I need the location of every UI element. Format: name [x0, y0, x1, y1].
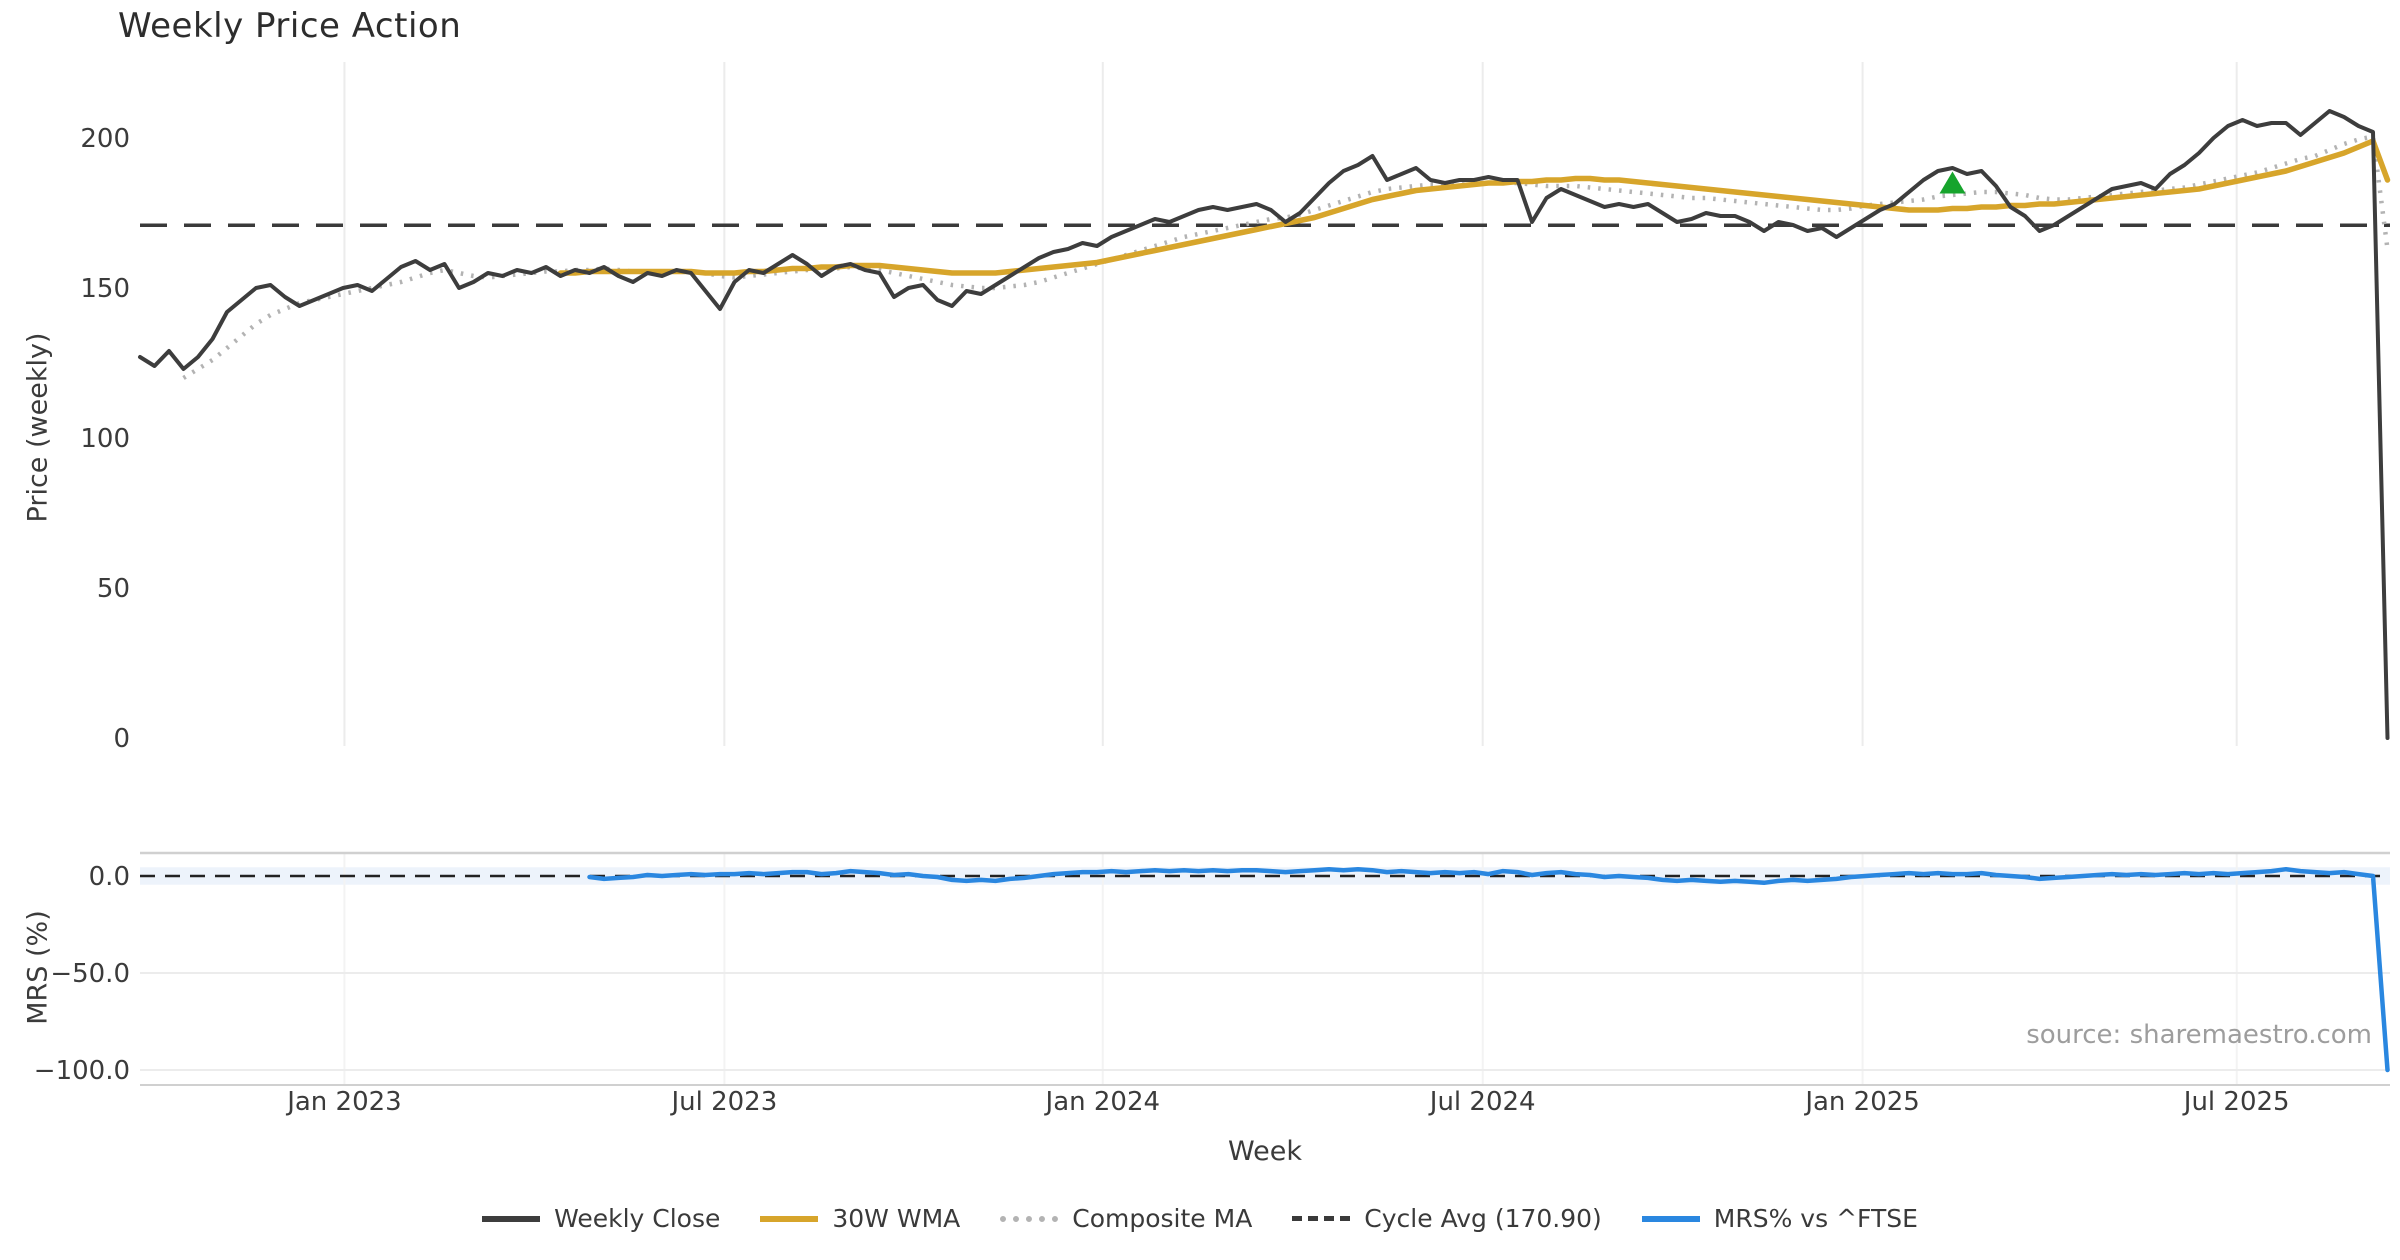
mrs-y-tick-label: 0.0: [89, 862, 130, 892]
legend-label: Composite MA: [1072, 1204, 1253, 1233]
main-y-axis-label: Price (weekly): [22, 332, 54, 523]
composite-ma-line: [182, 134, 2390, 380]
legend-item: Weekly Close: [482, 1204, 720, 1233]
legend-item: 30W WMA: [760, 1204, 960, 1233]
mrs-y-axis-label: MRS (%): [22, 910, 54, 1025]
mrs-line: [587, 866, 2390, 1073]
wma-line: [557, 138, 2391, 276]
legend: Weekly Close 30W WMA Composite MA Cycle Avg…: [0, 1204, 2400, 1233]
legend-label: MRS% vs ^FTSE: [1713, 1204, 1918, 1233]
legend-item: Cycle Avg (170.90): [1292, 1204, 1602, 1233]
source-note: source: sharemaestro.com: [2026, 1020, 2372, 1050]
main-y-tick-label: 150: [80, 274, 130, 304]
legend-swatch-solid-icon: [1641, 1215, 1700, 1222]
main-y-tick-label: 200: [80, 124, 130, 154]
mrs-y-tick-label: −50.0: [50, 959, 130, 989]
x-tick-label: Jan 2024: [1044, 1087, 1161, 1117]
legend-label: 30W WMA: [832, 1204, 961, 1233]
x-tick-label: Jul 2024: [1428, 1087, 1536, 1117]
x-tick-label: Jul 2025: [2182, 1087, 2290, 1117]
chart-title: Weekly Price Action: [118, 6, 462, 46]
x-tick-label: Jul 2023: [669, 1087, 777, 1117]
main-y-tick-label: 0: [113, 724, 130, 754]
legend-label: Weekly Close: [554, 1204, 721, 1233]
x-tick-label: Jan 2025: [1803, 1087, 1920, 1117]
main-y-tick-label: 100: [80, 424, 130, 454]
legend-item: Composite MA: [1000, 1204, 1252, 1233]
legend-swatch-dotted-icon: [1000, 1215, 1059, 1222]
x-tick-label: Jan 2023: [285, 1087, 402, 1117]
legend-swatch-solid-icon: [760, 1215, 819, 1222]
signal-triangle-icon: [1939, 171, 1966, 194]
legend-swatch-solid-icon: [482, 1215, 541, 1222]
legend-label: Cycle Avg (170.90): [1364, 1204, 1602, 1233]
legend-item: MRS% vs ^FTSE: [1641, 1204, 1918, 1233]
main-y-tick-label: 50: [97, 574, 130, 604]
x-axis-label: Week: [1228, 1136, 1302, 1167]
weekly-close-line: [138, 109, 2390, 740]
legend-swatch-dashed-icon: [1292, 1216, 1351, 1221]
mrs-y-tick-label: −100.0: [34, 1056, 130, 1086]
